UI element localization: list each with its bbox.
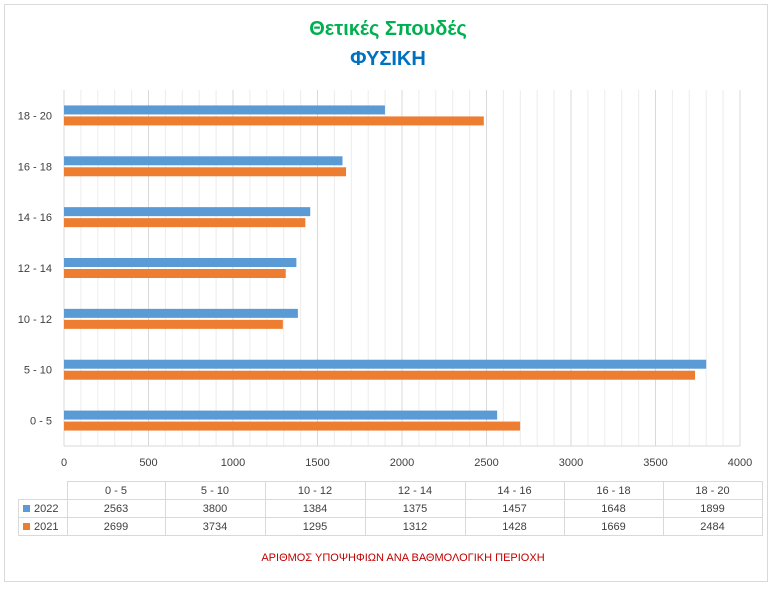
table-cell: 1312 xyxy=(364,517,466,536)
y-tick-label: 12 - 14 xyxy=(18,263,52,275)
bar-2022-3 xyxy=(64,258,297,267)
y-tick-label: 14 - 16 xyxy=(18,212,52,224)
table-cell: 1295 xyxy=(264,517,366,536)
table-header-cell: 10 - 12 xyxy=(264,481,366,500)
table-cell: 1899 xyxy=(662,499,763,518)
table-cell: 3734 xyxy=(164,517,266,536)
table-row-header: 2022 xyxy=(18,499,68,518)
x-tick-label: 1500 xyxy=(305,457,329,469)
legend-swatch xyxy=(23,505,30,513)
table-header-cell: 12 - 14 xyxy=(364,481,466,500)
bar-2022-0 xyxy=(64,410,498,420)
y-tick-label: 0 - 5 xyxy=(30,416,52,428)
table-cell: 1384 xyxy=(264,499,366,518)
chart-subtitle: ΦΥΣΙΚΗ xyxy=(350,48,426,70)
bar-2022-2 xyxy=(64,308,298,318)
table-header-cell: 18 - 20 xyxy=(662,481,763,500)
table-cell: 1669 xyxy=(563,517,664,536)
table-row: 2022 2563 3800 1384 1375 1457 1648 1899 xyxy=(18,499,763,518)
legend-label: 2022 xyxy=(34,502,59,515)
legend-swatch xyxy=(23,523,30,531)
y-tick-label: 5 - 10 xyxy=(24,365,52,377)
y-tick-label: 16 - 18 xyxy=(18,161,52,173)
table-cell: 2484 xyxy=(662,517,763,536)
table-cell: 1648 xyxy=(563,499,664,518)
table-cell: 1375 xyxy=(364,499,466,518)
bar-2021-5 xyxy=(64,167,347,177)
table-header-cell: 16 - 18 xyxy=(563,481,664,500)
bar-2022-1 xyxy=(64,359,707,369)
bar-2021-4 xyxy=(64,218,306,228)
bar-2021-6 xyxy=(64,116,484,126)
bar-2021-1 xyxy=(64,370,696,380)
chart-title: Θετικές Σπουδές xyxy=(309,18,467,40)
bar-2021-3 xyxy=(64,269,286,278)
bar-2022-6 xyxy=(64,105,385,115)
table-row: 2021 2699 3734 1295 1312 1428 1669 2484 xyxy=(18,517,763,536)
y-tick-label: 10 - 12 xyxy=(18,314,52,326)
legend-label: 2021 xyxy=(34,520,59,533)
table-cell: 1457 xyxy=(464,499,565,518)
x-tick-label: 4000 xyxy=(728,457,752,469)
table-cell: 2699 xyxy=(66,517,166,536)
bar-2022-5 xyxy=(64,156,343,166)
table-cell: 2563 xyxy=(66,499,166,518)
table-cell: 3800 xyxy=(164,499,266,518)
table-row-header: 2021 xyxy=(18,517,68,536)
table-header-cell: 14 - 16 xyxy=(464,481,565,500)
table-header-cell: 5 - 10 xyxy=(164,481,266,500)
table-header-cell: 0 - 5 xyxy=(66,481,166,500)
table-cell: 1428 xyxy=(464,517,565,536)
x-tick-label: 3000 xyxy=(559,457,583,469)
x-tick-label: 2000 xyxy=(390,457,414,469)
bar-chart: 0 500 1000 1500 2000 2500 3000 3500 4000 0 - 5 5 -… xyxy=(18,90,752,469)
x-axis-title: ΑΡΙΘΜΟΣ ΥΠΟΨΗΦΙΩΝ ΑΝΑ ΒΑΘΜΟΛΟΓΙΚΗ ΠΕΡΙΟΧ… xyxy=(261,552,545,564)
y-tick-label: 18 - 20 xyxy=(18,110,52,122)
x-tick-label: 2500 xyxy=(474,457,498,469)
bar-2022-4 xyxy=(64,207,311,217)
x-tick-label: 0 xyxy=(61,457,67,469)
bar-2021-0 xyxy=(64,421,521,431)
bar-2021-2 xyxy=(64,319,283,329)
x-tick-label: 3500 xyxy=(643,457,667,469)
x-tick-label: 1000 xyxy=(221,457,245,469)
x-tick-label: 500 xyxy=(139,457,157,469)
